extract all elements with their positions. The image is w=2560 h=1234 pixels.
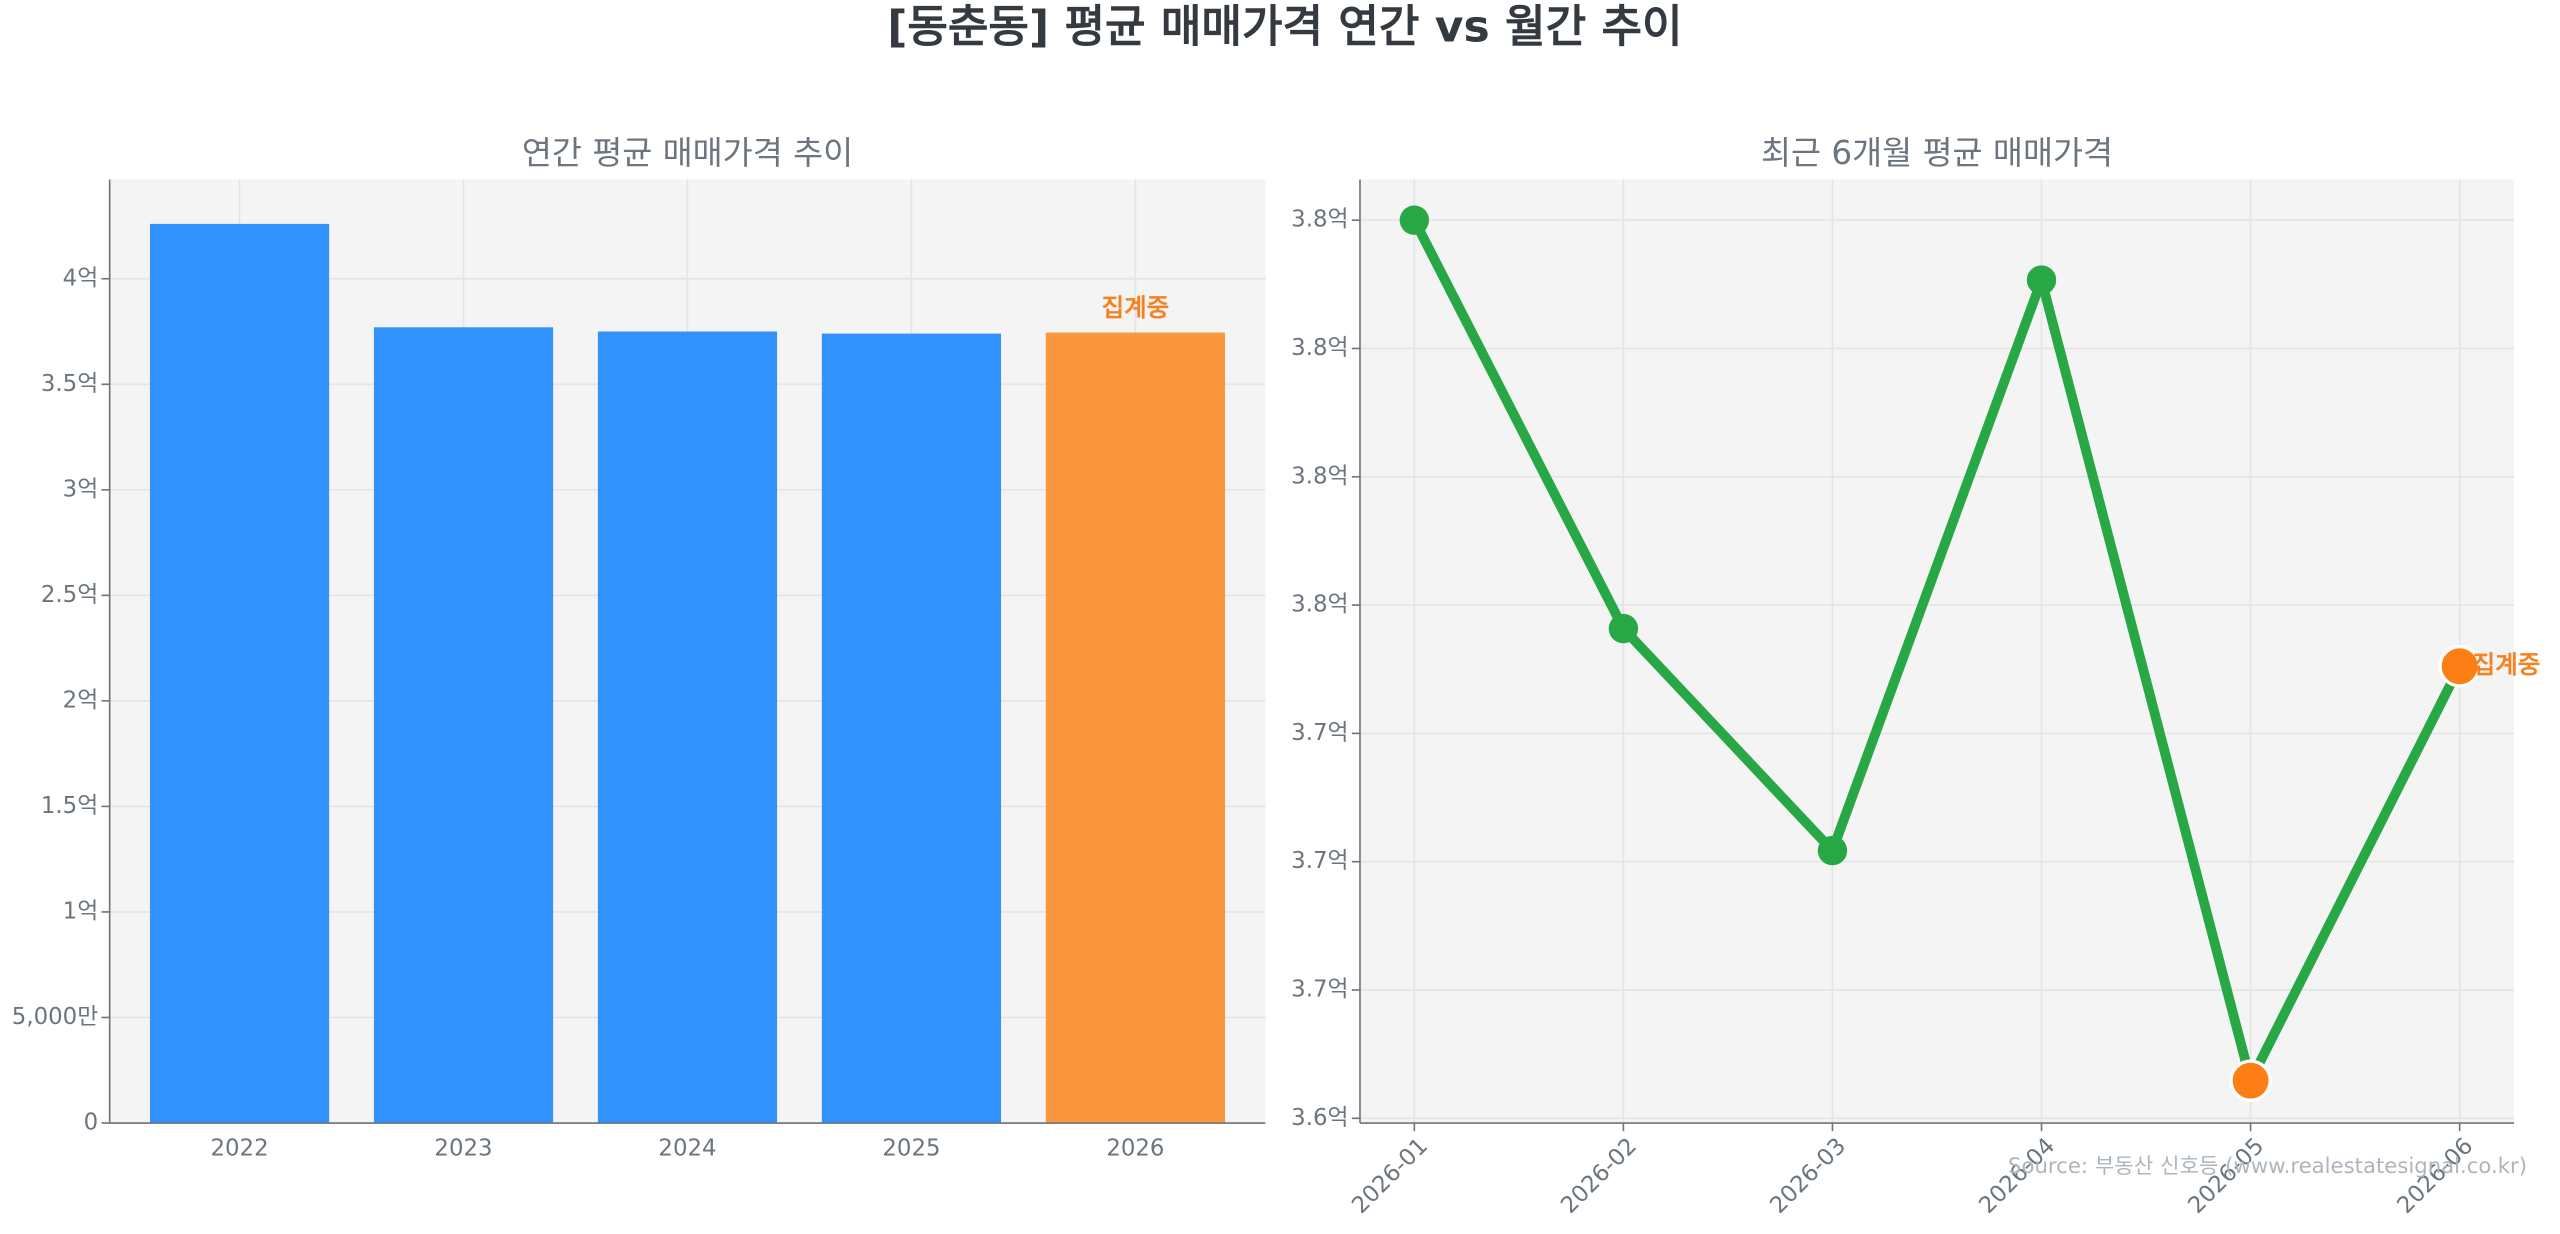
x-tick-label: 2026-03 (1765, 1133, 1851, 1219)
figure-title: [동춘동] 평균 매매가격 연간 vs 월간 추이 (887, 1, 1682, 52)
line (1409, 217, 2465, 1086)
y-tick-label: 3.7억 (1291, 976, 1348, 1002)
source: Source: 부동산 신호등 (www.realestatesignal.co… (2008, 1154, 2527, 1179)
y-tick-label: 3.6억 (1291, 1105, 1348, 1131)
y-tick-label: 3.8억 (1291, 335, 1348, 361)
x-tick-label: 2026-01 (1347, 1133, 1433, 1219)
bar (597, 331, 778, 1124)
y-tick-label: 3.5억 (41, 371, 98, 397)
marker (1399, 205, 1430, 235)
bar (149, 223, 330, 1124)
bar (821, 333, 1002, 1124)
y-tick-label: 3.8억 (1291, 463, 1348, 489)
y-tick-label: 3.8억 (1291, 592, 1348, 618)
y-tick-label: 3.7억 (1291, 720, 1348, 746)
chart-title: 최근 6개월 평균 매매가격 (1761, 134, 2113, 172)
chart-title: 연간 평균 매매가격 추이 (522, 134, 853, 172)
y-tick-label: 4억 (63, 265, 99, 291)
x-tick-label: 2026 (1106, 1136, 1164, 1162)
bar (1045, 332, 1225, 1124)
x-tick-label: 2024 (658, 1136, 716, 1162)
y-tick-label: 0 (84, 1110, 99, 1136)
annotation: 집계중 (1102, 293, 1170, 322)
y-tick-label: 5,000만 (12, 1004, 98, 1030)
y-tick-label: 2.5억 (41, 582, 98, 608)
y-tick-label: 2억 (63, 687, 99, 713)
y-tick-label: 1.5억 (41, 793, 98, 819)
x-tick-label: 2022 (210, 1136, 268, 1162)
y-tick-label: 3.7억 (1291, 848, 1348, 874)
marker (1608, 613, 1639, 644)
plot-area (1359, 179, 2514, 1124)
marker (2438, 645, 2481, 688)
annotation: 집계중 (2473, 650, 2541, 679)
marker (1817, 835, 1848, 866)
bar (373, 327, 554, 1124)
y-tick-label: 1억 (63, 898, 99, 924)
x-tick-label: 2023 (434, 1136, 492, 1162)
marker (2026, 265, 2057, 295)
x-tick-label: 2026-02 (1556, 1133, 1642, 1219)
y-tick-label: 3.8억 (1291, 207, 1348, 233)
x-tick-label: 2025 (882, 1136, 940, 1162)
y-tick-label: 3억 (63, 476, 99, 502)
marker (2229, 1059, 2272, 1102)
